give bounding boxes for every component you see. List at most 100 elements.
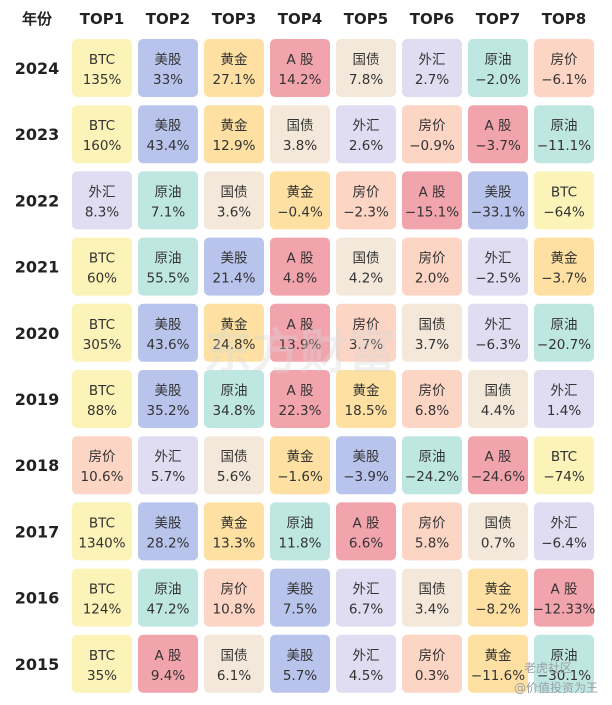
asset-return: 27.1% xyxy=(213,72,256,88)
cell-background xyxy=(402,568,462,627)
asset-cell: 美股 −3.9% xyxy=(336,436,396,495)
asset-cell: BTC −64% xyxy=(534,171,594,230)
asset-cell: 黄金 −0.4% xyxy=(270,171,330,230)
asset-cell: 黄金 −8.2% xyxy=(468,568,528,627)
cell-background xyxy=(138,436,198,495)
cell-background xyxy=(204,303,264,362)
asset-cell: 房价 0.3% xyxy=(402,634,462,693)
asset-name: 美股 xyxy=(155,52,182,68)
asset-cell: 国债 4.4% xyxy=(468,370,528,428)
asset-return: 3.4% xyxy=(415,602,449,618)
cell-background xyxy=(336,502,396,561)
cell-background xyxy=(402,370,462,428)
cell-background xyxy=(468,502,528,561)
cell-background xyxy=(468,105,528,164)
asset-return: 22.3% xyxy=(279,403,322,419)
asset-name: BTC xyxy=(89,515,115,531)
cell-background xyxy=(402,171,462,230)
asset-cell: BTC 160% xyxy=(72,105,132,164)
asset-return: 10.6% xyxy=(81,469,124,485)
asset-cell: 美股 33% xyxy=(138,39,198,97)
asset-return: −3.7% xyxy=(541,271,587,287)
asset-name: 美股 xyxy=(485,184,512,200)
asset-name: 房价 xyxy=(419,118,446,134)
asset-cell: 原油 55.5% xyxy=(138,237,198,296)
asset-return: 305% xyxy=(83,337,122,353)
asset-return: 55.5% xyxy=(147,271,190,287)
column-header-top5: TOP5 xyxy=(344,10,388,28)
asset-return: 13.3% xyxy=(213,535,256,551)
watermark-text: 东方财富 xyxy=(204,324,396,380)
asset-cell: 原油 −11.1% xyxy=(534,105,594,164)
cell-background xyxy=(336,634,396,693)
cell-background xyxy=(468,237,528,296)
asset-cell: 黄金 18.5% xyxy=(336,370,396,428)
asset-cell: A 股 22.3% xyxy=(270,370,330,428)
asset-name: 原油 xyxy=(155,251,182,267)
asset-return: 2.7% xyxy=(415,72,449,88)
asset-cell: 原油 −30.1% xyxy=(534,634,594,693)
column-header-top8: TOP8 xyxy=(542,10,586,28)
cell-background xyxy=(402,502,462,561)
cell-background xyxy=(402,436,462,495)
asset-cell: 原油 34.8% xyxy=(204,370,264,428)
asset-return: −12.33% xyxy=(533,602,596,618)
asset-cell: 房价 3.7% xyxy=(336,303,396,362)
cell-background xyxy=(534,436,594,495)
asset-return: 88% xyxy=(87,403,117,419)
asset-name: A 股 xyxy=(286,251,314,267)
credit-line-2: @价值投资为王 xyxy=(514,680,598,695)
asset-cell: 原油 11.8% xyxy=(270,502,330,561)
asset-name: BTC xyxy=(89,317,115,333)
credit-block: 老虎社区 @价值投资为王 xyxy=(514,660,598,695)
cell-background xyxy=(336,237,396,296)
asset-name: 国债 xyxy=(221,449,248,465)
asset-cell: 外汇 4.5% xyxy=(336,634,396,693)
cell-background xyxy=(468,568,528,627)
asset-cell: 外汇 2.6% xyxy=(336,105,396,164)
column-header-top2: TOP2 xyxy=(146,10,190,28)
asset-cell: 国债 3.8% xyxy=(270,105,330,164)
asset-cell: 美股 28.2% xyxy=(138,502,198,561)
asset-name: 房价 xyxy=(419,251,446,267)
asset-cell: A 股 −3.7% xyxy=(468,105,528,164)
asset-name: 房价 xyxy=(419,383,446,399)
cell-background xyxy=(204,370,264,428)
cell-background xyxy=(270,370,330,428)
asset-return: −6.3% xyxy=(475,337,521,353)
asset-name: 原油 xyxy=(221,383,248,399)
asset-return: 12.9% xyxy=(213,138,256,154)
asset-cell: A 股 14.2% xyxy=(270,39,330,97)
table-row-2024: 2024 BTC 135% 美股 33% 黄金 27.1% A 股 14.2% 国债 7.8% 外汇 2… xyxy=(15,39,594,97)
cell-background xyxy=(402,634,462,693)
asset-name: 黄金 xyxy=(221,317,248,333)
asset-return: 34.8% xyxy=(213,403,256,419)
cell-background xyxy=(270,634,330,693)
cell-background xyxy=(72,634,132,693)
asset-return: −0.4% xyxy=(277,204,323,220)
asset-return: 28.2% xyxy=(147,535,190,551)
cell-background xyxy=(468,303,528,362)
asset-return: 9.4% xyxy=(151,668,185,684)
asset-name: 原油 xyxy=(551,118,578,134)
asset-name: A 股 xyxy=(286,52,314,68)
year-label: 2021 xyxy=(15,258,60,277)
asset-name: 外汇 xyxy=(353,582,380,598)
asset-name: 外汇 xyxy=(485,317,512,333)
asset-return: 33% xyxy=(153,72,183,88)
asset-cell: 原油 −20.7% xyxy=(534,303,594,362)
asset-return: 3.8% xyxy=(283,138,317,154)
asset-return: −8.2% xyxy=(475,602,521,618)
asset-name: BTC xyxy=(89,582,115,598)
cell-background xyxy=(72,105,132,164)
asset-name: 外汇 xyxy=(353,648,380,664)
asset-return: 4.2% xyxy=(349,271,383,287)
asset-name: 美股 xyxy=(155,515,182,531)
table-row-2023: 2023 BTC 160% 美股 43.4% 黄金 12.9% 国债 3.8% 外汇 2.6% 房价 −… xyxy=(15,105,594,164)
cell-background xyxy=(270,39,330,97)
asset-return: −3.7% xyxy=(475,138,521,154)
asset-name: 黄金 xyxy=(221,52,248,68)
asset-cell: 国债 4.2% xyxy=(336,237,396,296)
asset-name: 外汇 xyxy=(155,449,182,465)
cell-background xyxy=(204,237,264,296)
